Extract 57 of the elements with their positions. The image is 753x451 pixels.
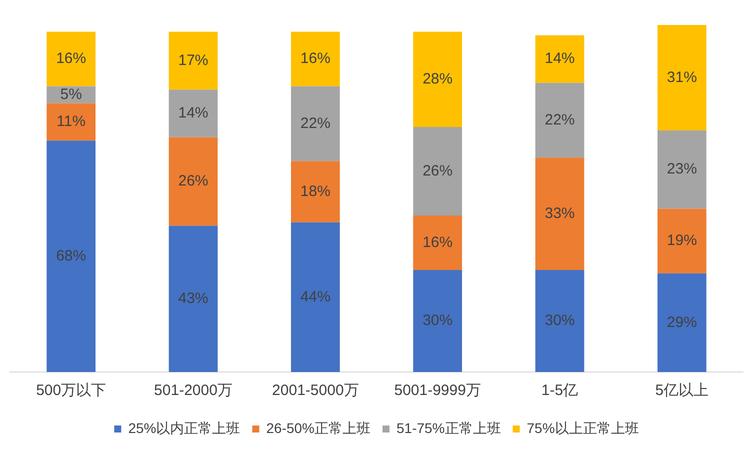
x-tick-label: 5001-9999万 — [394, 382, 481, 400]
x-tick-label: 2001-5000万 — [272, 382, 359, 400]
data-label: 18% — [300, 182, 330, 200]
legend-label: 25%以内正常上班 — [128, 420, 240, 436]
x-tick-label: 5亿以上 — [655, 382, 709, 400]
data-label: 26% — [178, 172, 208, 190]
legend-label: 51-75%正常上班 — [396, 420, 501, 436]
bar — [657, 130, 706, 209]
bar — [290, 86, 340, 162]
bar — [535, 158, 584, 270]
bar — [535, 35, 584, 83]
data-label: 30% — [544, 312, 575, 330]
bar — [657, 273, 706, 372]
data-label: 29% — [666, 314, 697, 331]
data-label: 14% — [178, 104, 208, 122]
data-label: 30% — [422, 312, 453, 330]
bar — [657, 25, 706, 130]
bar — [413, 216, 462, 270]
bar — [46, 140, 96, 372]
data-label: 11% — [56, 113, 86, 130]
bar — [657, 208, 706, 274]
bar — [290, 32, 340, 86]
data-label: 19% — [666, 232, 697, 250]
data-label: 23% — [666, 160, 697, 178]
data-label: 14% — [544, 50, 575, 68]
data-label: 44% — [300, 288, 330, 306]
bar — [168, 32, 218, 90]
bar — [413, 127, 462, 216]
data-label: 16% — [56, 50, 86, 68]
bar — [290, 222, 340, 372]
bar — [46, 32, 96, 86]
data-label: 26% — [422, 162, 453, 180]
legend-label: 75%以上正常上班 — [526, 420, 639, 436]
bar — [535, 82, 584, 158]
x-tick-label: 501-2000万 — [154, 382, 232, 400]
bar — [168, 137, 218, 226]
data-label: 28% — [422, 70, 453, 88]
bar — [290, 161, 340, 222]
x-tick-label: 500万以下 — [36, 382, 106, 400]
data-label: 33% — [544, 204, 575, 222]
data-label: 31% — [666, 68, 697, 86]
data-label: 16% — [422, 234, 453, 251]
data-label: 22% — [544, 111, 575, 128]
data-label: 43% — [178, 290, 208, 307]
bar — [168, 90, 218, 138]
bar — [46, 103, 96, 141]
data-label: 17% — [178, 52, 208, 69]
bar — [168, 226, 218, 372]
x-tick-label: 1-5亿 — [541, 382, 578, 400]
data-label: 5% — [60, 86, 82, 103]
bar — [413, 270, 462, 372]
data-label: 16% — [300, 50, 330, 68]
legend-label: 26-50%正常上班 — [266, 420, 371, 436]
bar — [413, 32, 462, 128]
data-label: 22% — [300, 114, 330, 132]
bar — [535, 270, 584, 372]
data-label: 68% — [56, 247, 86, 264]
